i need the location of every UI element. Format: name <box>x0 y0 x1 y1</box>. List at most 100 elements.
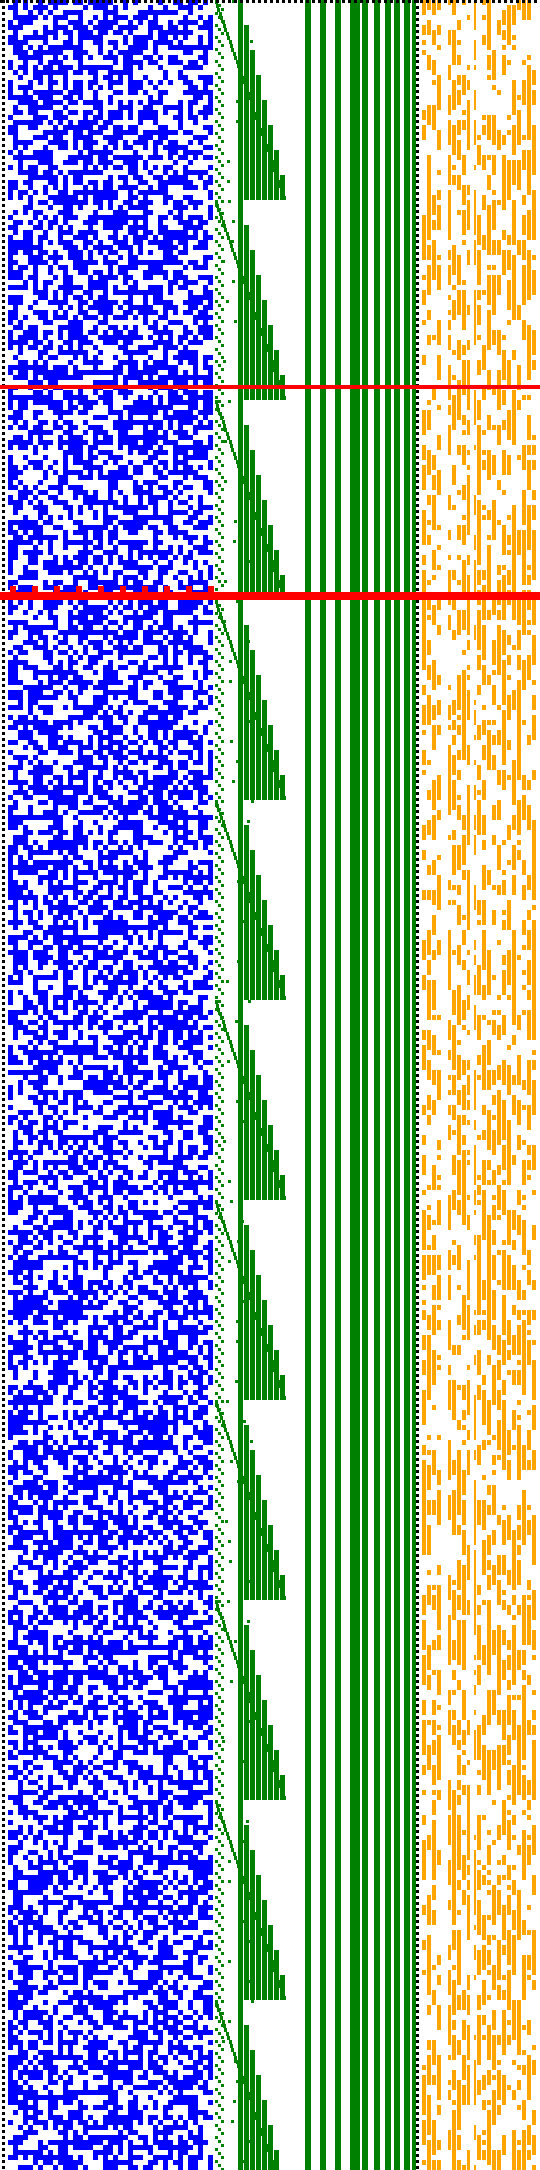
blue-bit-cell <box>73 135 93 140</box>
blue-bit-cell <box>108 1435 118 1440</box>
blue-bit-cell <box>83 1500 93 1505</box>
blue-bit-cell <box>173 1040 178 1045</box>
blue-bit-cell <box>58 1135 98 1140</box>
blue-bit-cell <box>158 1520 183 1525</box>
blue-bit-cell <box>163 1835 168 1840</box>
green-step-pixel <box>215 528 218 531</box>
blue-bit-cell <box>43 1955 48 1960</box>
blue-bit-cell <box>188 1765 208 1770</box>
blue-bit-cell <box>38 965 43 970</box>
green-step-pixel <box>218 160 221 163</box>
blue-bit-cell <box>208 895 213 900</box>
blue-bit-cell <box>63 870 68 875</box>
blue-bit-cell <box>33 1370 38 1375</box>
blue-bit-cell <box>203 1060 213 1065</box>
blue-bit-cell <box>103 400 113 405</box>
blue-bit-cell <box>148 1710 153 1715</box>
blue-bit-cell <box>178 1125 183 1130</box>
blue-bit-cell <box>178 1510 183 1515</box>
blue-bit-cell <box>143 1170 148 1175</box>
blue-bit-cell <box>98 1200 103 1205</box>
green-step-pixel <box>215 180 218 183</box>
blue-bit-cell <box>128 450 133 455</box>
blue-bit-cell <box>68 1390 73 1395</box>
blue-bit-cell <box>153 540 163 545</box>
blue-bit-cell <box>88 905 108 910</box>
green-step-pixel <box>218 388 221 391</box>
blue-bit-cell <box>13 1770 23 1775</box>
blue-bit-cell <box>83 115 88 120</box>
blue-bit-cell <box>113 825 143 830</box>
blue-bit-cell <box>188 885 193 890</box>
green-step-edge <box>230 444 233 448</box>
blue-bit-cell <box>98 310 113 315</box>
blue-bit-cell <box>53 525 63 530</box>
blue-bit-cell <box>103 2145 113 2150</box>
blue-bit-cell <box>28 560 38 565</box>
blue-bit-cell <box>163 1525 173 1530</box>
blue-bit-cell <box>33 1225 43 1230</box>
blue-bit-cell <box>28 195 33 200</box>
blue-bit-cell <box>148 1025 158 1030</box>
blue-bit-cell <box>168 1605 178 1610</box>
blue-bit-cell <box>83 1655 98 1660</box>
blue-bit-cell <box>83 605 108 610</box>
blue-bit-cell <box>123 860 128 865</box>
blue-bit-cell <box>128 285 138 290</box>
blue-bit-cell <box>133 835 153 840</box>
blue-bit-cell <box>108 785 113 790</box>
blue-bit-cell <box>208 1540 213 1545</box>
blue-bit-cell <box>163 735 168 740</box>
blue-bit-cell <box>48 825 63 830</box>
blue-bit-cell <box>118 205 123 210</box>
blue-bit-cell <box>23 35 48 40</box>
blue-bit-cell <box>53 2165 58 2170</box>
blue-bit-cell <box>23 420 28 425</box>
blue-bit-cell <box>13 910 18 915</box>
blue-bit-cell <box>148 95 153 100</box>
blue-bit-cell <box>208 165 213 170</box>
blue-bit-cell <box>13 120 43 125</box>
blue-bit-cell <box>113 130 138 135</box>
blue-bit-cell <box>63 985 78 990</box>
blue-bit-cell <box>73 175 83 180</box>
green-step-pixel <box>221 500 224 503</box>
blue-bit-cell <box>53 1865 58 1870</box>
blue-bit-cell <box>43 1020 48 1025</box>
blue-bit-cell <box>153 1275 158 1280</box>
blue-bit-cell <box>143 2010 148 2015</box>
blue-bit-cell <box>208 1260 213 1265</box>
blue-bit-cell <box>123 1010 148 1015</box>
blue-bit-cell <box>8 5 18 10</box>
blue-bit-cell <box>133 780 138 785</box>
blue-bit-cell <box>138 1310 143 1315</box>
blue-bit-cell <box>38 1015 43 1020</box>
blue-bit-cell <box>208 765 213 770</box>
blue-bit-cell <box>63 1590 73 1595</box>
blue-bit-cell <box>158 1515 168 1520</box>
blue-bit-cell <box>103 1165 108 1170</box>
blue-bit-cell <box>78 655 83 660</box>
blue-bit-cell <box>23 60 28 65</box>
blue-bit-cell <box>203 1770 213 1775</box>
blue-bit-cell <box>13 230 18 235</box>
blue-bit-cell <box>123 1845 128 1850</box>
green-step-pixel <box>215 816 218 819</box>
blue-bit-cell <box>168 2040 173 2045</box>
blue-bit-cell <box>63 540 93 545</box>
blue-bit-cell <box>13 1565 18 1570</box>
blue-bit-cell <box>178 605 198 610</box>
blue-bit-cell <box>133 175 143 180</box>
blue-bit-cell <box>43 1825 58 1830</box>
blue-bit-cell <box>58 2000 73 2005</box>
blue-bit-cell <box>43 2085 48 2090</box>
blue-bit-cell <box>168 1385 173 1390</box>
blue-bit-cell <box>193 1365 203 1370</box>
blue-bit-cell <box>53 820 63 825</box>
blue-bit-cell <box>123 1405 138 1410</box>
blue-bit-cell <box>198 1175 203 1180</box>
blue-bit-cell <box>48 570 63 575</box>
blue-bit-cell <box>98 45 103 50</box>
blue-bit-cell <box>113 505 148 510</box>
blue-bit-cell <box>118 1805 123 1810</box>
